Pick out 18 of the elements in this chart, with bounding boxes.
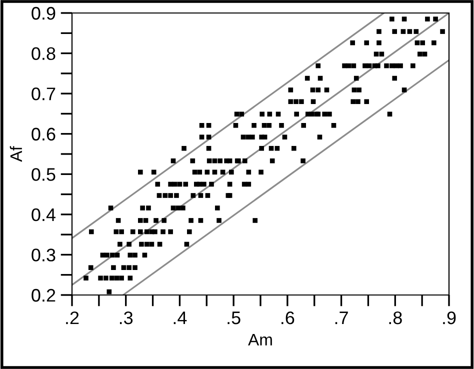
y-tick-label: 0.7 bbox=[32, 88, 56, 100]
x-tick-label: .5 bbox=[228, 312, 240, 324]
y-tick-label: 0.4 bbox=[32, 208, 56, 222]
y-tick-label: 0.5 bbox=[32, 168, 56, 181]
x-tick-label: .7 bbox=[335, 312, 348, 324]
x-tick-label: .9 bbox=[443, 311, 456, 324]
x-tick-label: .3 bbox=[120, 311, 133, 324]
y-tick-label: 0.2 bbox=[32, 288, 56, 302]
y-tick-label: 0.3 bbox=[32, 248, 56, 262]
y-tick-label: 0.9 bbox=[32, 6, 56, 20]
y-axis-title: Af bbox=[10, 146, 22, 162]
x-tick-label: .8 bbox=[389, 311, 402, 324]
x-tick-label: .4 bbox=[174, 312, 187, 324]
y-tick-label: 0.6 bbox=[32, 128, 56, 141]
y-tick-label: 0.8 bbox=[32, 47, 56, 60]
x-tick-label: .2 bbox=[66, 311, 79, 324]
x-axis-title: Am bbox=[248, 334, 272, 346]
x-tick-label: .6 bbox=[282, 311, 294, 324]
